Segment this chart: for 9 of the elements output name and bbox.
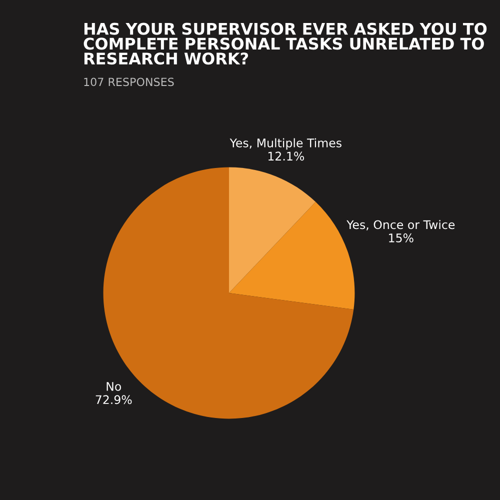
data-label: 72.9%	[96, 395, 132, 404]
chart-subtitle: 107 RESPONSES	[84, 78, 174, 86]
data-label: 15%	[389, 233, 414, 242]
chart-title: HAS YOUR SUPERVISOR EVER ASKED YOU TO COMPLETE PERSONAL TASKS UNRELATED TO RESEARCH WORK?	[84, 22, 487, 65]
slice-label: Yes, Once or Twice	[346, 220, 455, 230]
slice-label: Yes, Multiple Times	[230, 138, 342, 150]
pie-slice	[229, 167, 316, 293]
slice-label: No	[106, 382, 122, 391]
data-label: 12.1%	[268, 152, 304, 161]
